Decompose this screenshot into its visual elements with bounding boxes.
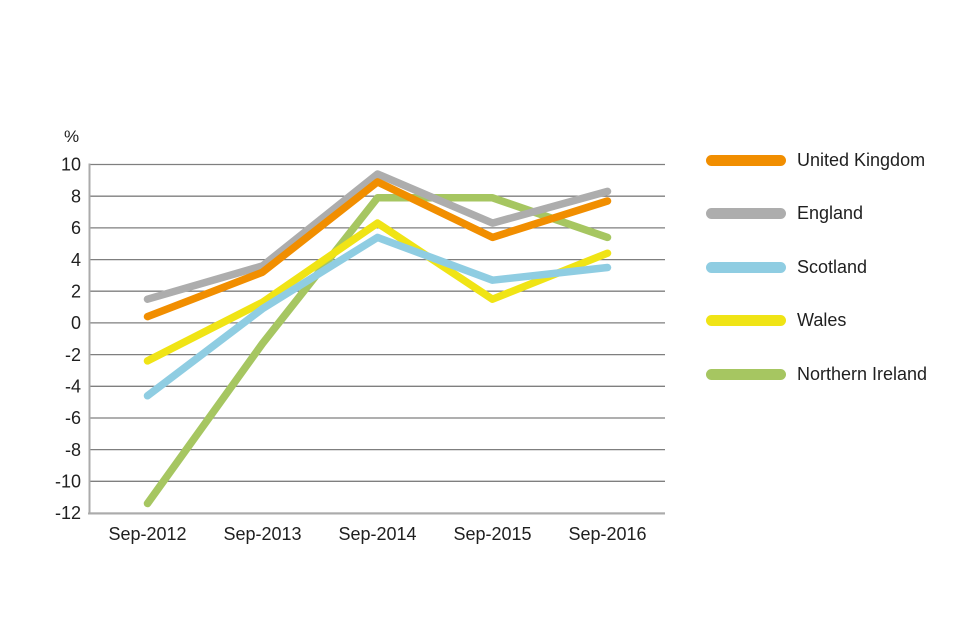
legend-label: Wales <box>797 309 847 330</box>
x-tick-label: Sep-2016 <box>568 524 646 544</box>
x-tick-label: Sep-2012 <box>108 524 186 544</box>
legend-swatch <box>706 207 786 219</box>
x-tick-label: Sep-2013 <box>223 524 301 544</box>
series-line-northern-ireland <box>143 194 612 508</box>
legend-swatch <box>706 261 786 273</box>
y-axis-unit-label: % <box>64 127 79 146</box>
y-tick-label: -2 <box>65 345 81 365</box>
legend-item: Scotland <box>706 255 867 279</box>
series-line-united-kingdom <box>143 178 612 321</box>
legend-item: United Kingdom <box>706 148 925 172</box>
legend-item: Wales <box>706 308 846 332</box>
y-tick-label: 6 <box>71 218 81 238</box>
legend-swatch <box>706 154 786 166</box>
series-line-scotland <box>143 233 612 400</box>
y-tick-label: 10 <box>61 155 81 175</box>
legend: United Kingdom England Scotland Wales No… <box>706 0 956 640</box>
y-tick-label: -12 <box>55 503 81 523</box>
y-tick-label: 2 <box>71 281 81 301</box>
x-tick-label: Sep-2014 <box>338 524 416 544</box>
x-tick-label: Sep-2015 <box>453 524 531 544</box>
y-tick-label: 8 <box>71 186 81 206</box>
legend-label: Scotland <box>797 256 868 277</box>
y-tick-label: -6 <box>65 408 81 428</box>
legend-item: England <box>706 201 863 225</box>
y-tick-label: -10 <box>55 472 81 492</box>
y-tick-label: 0 <box>71 313 81 333</box>
legend-item: Northern Ireland <box>706 362 927 386</box>
legend-label: United Kingdom <box>797 149 926 170</box>
legend-label: Northern Ireland <box>797 363 928 384</box>
y-tick-label: -4 <box>65 377 81 397</box>
legend-swatch <box>706 368 786 380</box>
series-line-england <box>143 170 612 303</box>
series-line-wales <box>143 219 612 365</box>
legend-label: England <box>797 202 864 223</box>
y-tick-label: 4 <box>71 250 81 270</box>
y-tick-label: -8 <box>65 440 81 460</box>
legend-swatch <box>706 314 786 326</box>
